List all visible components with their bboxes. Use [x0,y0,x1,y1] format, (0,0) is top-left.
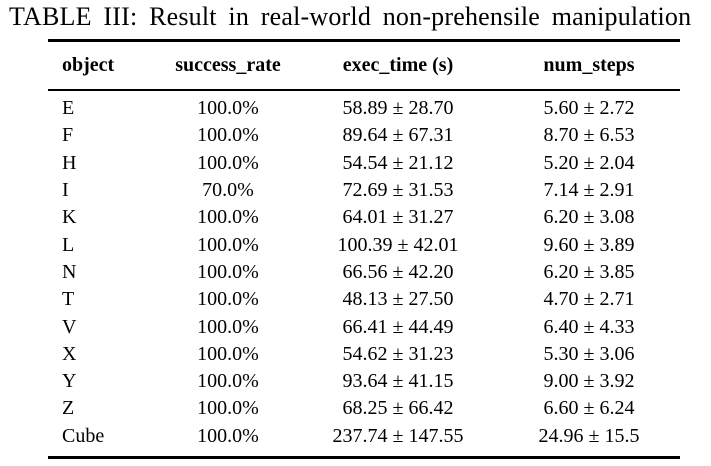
cell-num-steps: 24.96 ± 15.5 [538,424,640,447]
table-row: T 100.0% 48.13 ± 27.50 4.70 ± 2.71 [48,286,680,313]
table-row: X 100.0% 54.62 ± 31.23 5.30 ± 3.06 [48,341,680,368]
cell-num-steps: 8.70 ± 6.53 [543,124,635,147]
table-row: Y 100.0% 93.64 ± 41.15 9.00 ± 3.92 [48,368,680,395]
cell-object: T [62,288,75,311]
cell-exec-time: 89.64 ± 67.31 [342,124,454,147]
cell-object: L [62,233,75,256]
results-table: object success_rate exec_time (s) num_st… [48,39,680,459]
table-bottom-rule [48,455,680,459]
table-header-row: object success_rate exec_time (s) num_st… [48,42,680,89]
cell-success-rate: 100.0% [197,370,259,393]
cell-exec-time: 93.64 ± 41.15 [342,370,454,393]
table-row: N 100.0% 66.56 ± 42.20 6.20 ± 3.85 [48,259,680,286]
table-row: K 100.0% 64.01 ± 31.27 6.20 ± 3.08 [48,204,680,231]
cell-exec-time: 54.62 ± 31.23 [342,342,454,365]
table-row: Cube 100.0% 237.74 ± 147.55 24.96 ± 15.5 [48,423,680,450]
cell-exec-time: 48.13 ± 27.50 [342,288,454,311]
cell-num-steps: 9.00 ± 3.92 [543,370,635,393]
cell-exec-time: 66.41 ± 44.49 [342,315,454,338]
cell-success-rate: 100.0% [197,260,259,283]
table-row: V 100.0% 66.41 ± 44.49 6.40 ± 4.33 [48,313,680,340]
cell-success-rate: 100.0% [197,233,259,256]
cell-object: I [62,179,69,202]
cell-success-rate: 100.0% [197,424,259,447]
table-caption: TABLE III: Result in real-world non-preh… [9,2,692,31]
cell-success-rate: 70.0% [202,179,254,202]
column-header-success-rate: success_rate [175,54,281,76]
cell-exec-time: 237.74 ± 147.55 [332,424,464,447]
table-row: I 70.0% 72.69 ± 31.53 7.14 ± 2.91 [48,177,680,204]
cell-object: F [62,124,74,147]
table-row: L 100.0% 100.39 ± 42.01 9.60 ± 3.89 [48,231,680,258]
cell-object: E [62,97,75,120]
table-row: F 100.0% 89.64 ± 67.31 8.70 ± 6.53 [48,122,680,149]
table-header-rule [48,89,680,91]
table-row: E 100.0% 58.89 ± 28.70 5.60 ± 2.72 [48,95,680,122]
table-body: E 100.0% 58.89 ± 28.70 5.60 ± 2.72 F 100… [48,91,680,456]
cell-success-rate: 100.0% [197,206,259,229]
cell-object: Z [62,397,75,420]
cell-success-rate: 100.0% [197,288,259,311]
cell-success-rate: 100.0% [197,97,259,120]
cell-exec-time: 64.01 ± 31.27 [342,206,454,229]
cell-num-steps: 5.30 ± 3.06 [543,342,635,365]
cell-object: N [62,260,77,283]
cell-exec-time: 72.69 ± 31.53 [342,179,454,202]
column-header-exec-time: exec_time (s) [342,54,454,76]
cell-object: K [62,206,77,229]
table-row: H 100.0% 54.54 ± 21.12 5.20 ± 2.04 [48,150,680,177]
column-header-num-steps: num_steps [543,54,635,76]
cell-success-rate: 100.0% [197,397,259,420]
cell-num-steps: 4.70 ± 2.71 [543,288,635,311]
cell-exec-time: 68.25 ± 66.42 [342,397,454,420]
cell-num-steps: 5.60 ± 2.72 [543,97,635,120]
cell-object: H [62,151,77,174]
cell-num-steps: 5.20 ± 2.04 [543,151,635,174]
cell-num-steps: 6.20 ± 3.85 [543,260,635,283]
cell-object: Cube [62,424,105,447]
cell-num-steps: 9.60 ± 3.89 [543,233,635,256]
cell-num-steps: 6.60 ± 6.24 [543,397,635,420]
cell-success-rate: 100.0% [197,342,259,365]
cell-object: Y [62,370,77,393]
table-top-rule [48,39,680,42]
table-row: Z 100.0% 68.25 ± 66.42 6.60 ± 6.24 [48,395,680,422]
cell-exec-time: 54.54 ± 21.12 [342,151,454,174]
cell-exec-time: 100.39 ± 42.01 [337,233,459,256]
cell-exec-time: 58.89 ± 28.70 [342,97,454,120]
column-header-object: object [62,54,115,76]
cell-num-steps: 6.20 ± 3.08 [543,206,635,229]
cell-success-rate: 100.0% [197,124,259,147]
cell-num-steps: 7.14 ± 2.91 [543,179,635,202]
cell-exec-time: 66.56 ± 42.20 [342,260,454,283]
cell-success-rate: 100.0% [197,151,259,174]
cell-num-steps: 6.40 ± 4.33 [543,315,635,338]
cell-success-rate: 100.0% [197,315,259,338]
cell-object: X [62,342,77,365]
cell-object: V [62,315,77,338]
